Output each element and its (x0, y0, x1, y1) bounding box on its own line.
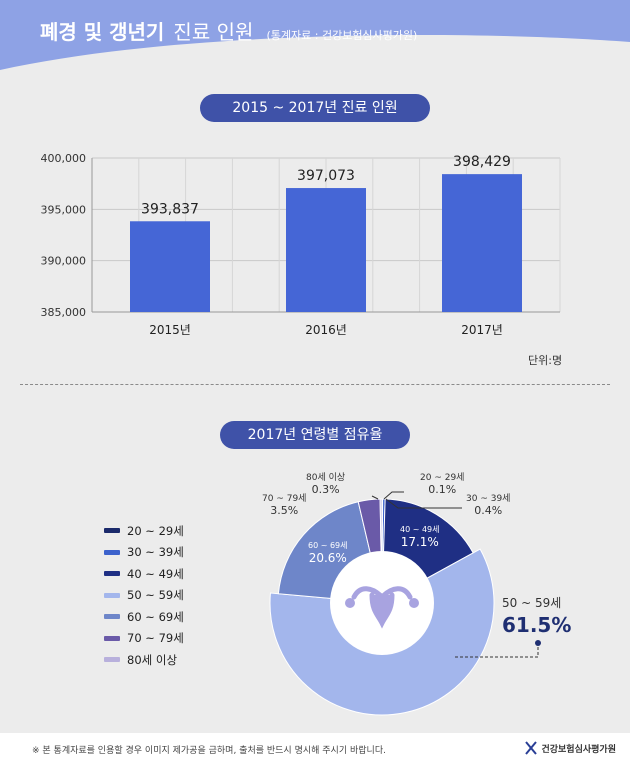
legend-label: 20 ~ 29세 (127, 523, 184, 538)
y-tick-label: 390,000 (41, 255, 87, 268)
legend-label: 50 ~ 59세 (127, 588, 184, 603)
callout-70s: 70 ~ 79세 3.5% (262, 494, 306, 516)
callout-pct: 0.4% (474, 504, 503, 517)
label-60s: 60 ~ 69세 20.6% (308, 540, 348, 564)
legend-item-60s: 60 ~ 69세 (104, 606, 184, 628)
legend-swatch (104, 549, 120, 555)
callout-pct: 61.5% (502, 613, 572, 637)
unit-label: 단위:명 (528, 354, 563, 367)
callout-age: 80세 이상 (306, 473, 346, 483)
legend-item-80plus: 80세 이상 (104, 649, 184, 671)
legend-item-40s: 40 ~ 49세 (104, 563, 184, 585)
bar-section-title: 2015 ~ 2017년 진료 인원 (200, 94, 430, 122)
footer: ※ 본 통계자료를 인용할 경우 이미지 제가공을 금하며, 출처를 반드시 명… (0, 733, 630, 765)
legend-label: 40 ~ 49세 (127, 566, 184, 581)
x-tick-label: 2017년 (461, 323, 503, 337)
callout-pct: 0.3% (311, 483, 340, 496)
y-tick-label: 395,000 (41, 203, 87, 216)
callout-age: 30 ~ 39세 (466, 494, 511, 504)
x-tick-label: 2016년 (305, 323, 347, 337)
bar (286, 188, 366, 312)
header-shape (0, 0, 630, 70)
source-note: (통계자료 : 건강보험심사평가원) (266, 29, 418, 42)
legend-swatch (104, 657, 120, 663)
bar-value-label: 393,837 (141, 201, 199, 217)
uterus-icon (345, 586, 419, 629)
label-age: 40 ~ 49세 (400, 525, 440, 534)
callout-age: 50 ~ 59세 (502, 596, 562, 610)
legend-swatch (104, 592, 120, 598)
callout-pct: 0.1% (428, 483, 457, 496)
leader-dot (535, 640, 541, 646)
title-bold: 폐경 및 갱년기 (40, 20, 165, 44)
bar-value-label: 397,073 (297, 168, 355, 184)
leader-line-20s (383, 491, 404, 500)
label-age: 60 ~ 69세 (308, 541, 348, 550)
y-tick-label: 385,000 (41, 306, 87, 319)
callout-80plus: 80세 이상 0.3% (306, 473, 345, 495)
logo-text: 건강보험심사평가원 (541, 744, 616, 755)
x-tick-label: 2015년 (149, 323, 191, 337)
pie-chart (269, 491, 541, 716)
bar (130, 221, 210, 312)
legend-label: 80세 이상 (127, 652, 178, 667)
page-title: 폐경 및 갱년기 진료 인원 (통계자료 : 건강보험심사평가원) (40, 16, 417, 45)
pie-legend: 20 ~ 29세 30 ~ 39세 40 ~ 49세 50 ~ 59세 60 ~… (104, 520, 184, 671)
legend-item-50s: 50 ~ 59세 (104, 585, 184, 607)
callout-pct: 3.5% (270, 504, 299, 517)
callout-age: 20 ~ 29세 (420, 473, 465, 483)
bar (442, 174, 522, 312)
legend-label: 70 ~ 79세 (127, 631, 184, 646)
header-background (0, 0, 630, 70)
legend-swatch (104, 571, 120, 577)
footer-note: ※ 본 통계자료를 인용할 경우 이미지 제가공을 금하며, 출처를 반드시 명… (32, 746, 386, 756)
section-divider (20, 384, 610, 385)
bar-value-label: 398,429 (453, 154, 511, 170)
legend-swatch (104, 528, 120, 534)
leader-line-80plus (371, 495, 379, 500)
footer-logo: 건강보험심사평가원 (525, 741, 616, 755)
legend-label: 60 ~ 69세 (127, 609, 184, 624)
logo-mark-icon (525, 741, 538, 755)
y-tick-label: 400,000 (41, 152, 87, 165)
callout-50s: 50 ~ 59세 61.5% (502, 592, 571, 637)
callout-30s: 30 ~ 39세 0.4% (466, 494, 510, 516)
label-pct: 20.6% (308, 551, 347, 565)
callout-age: 70 ~ 79세 (262, 494, 307, 504)
legend-swatch (104, 635, 120, 641)
pie-section-title: 2017년 연령별 점유율 (220, 421, 410, 449)
legend-label: 30 ~ 39세 (127, 545, 184, 560)
leader-line-50s (455, 645, 539, 658)
callout-20s: 20 ~ 29세 0.1% (420, 473, 464, 495)
legend-item-30s: 30 ~ 39세 (104, 542, 184, 564)
label-pct: 17.1% (400, 535, 439, 549)
leader-line-30s (385, 498, 462, 509)
label-40s: 40 ~ 49세 17.1% (400, 524, 440, 548)
legend-item-70s: 70 ~ 79세 (104, 628, 184, 650)
title-light: 진료 인원 (173, 20, 254, 44)
bar-chart: 385,000 390,000 395,000 400,000 393,837 2015년… (41, 152, 561, 337)
legend-swatch (104, 614, 120, 620)
legend-item-20s: 20 ~ 29세 (104, 520, 184, 542)
